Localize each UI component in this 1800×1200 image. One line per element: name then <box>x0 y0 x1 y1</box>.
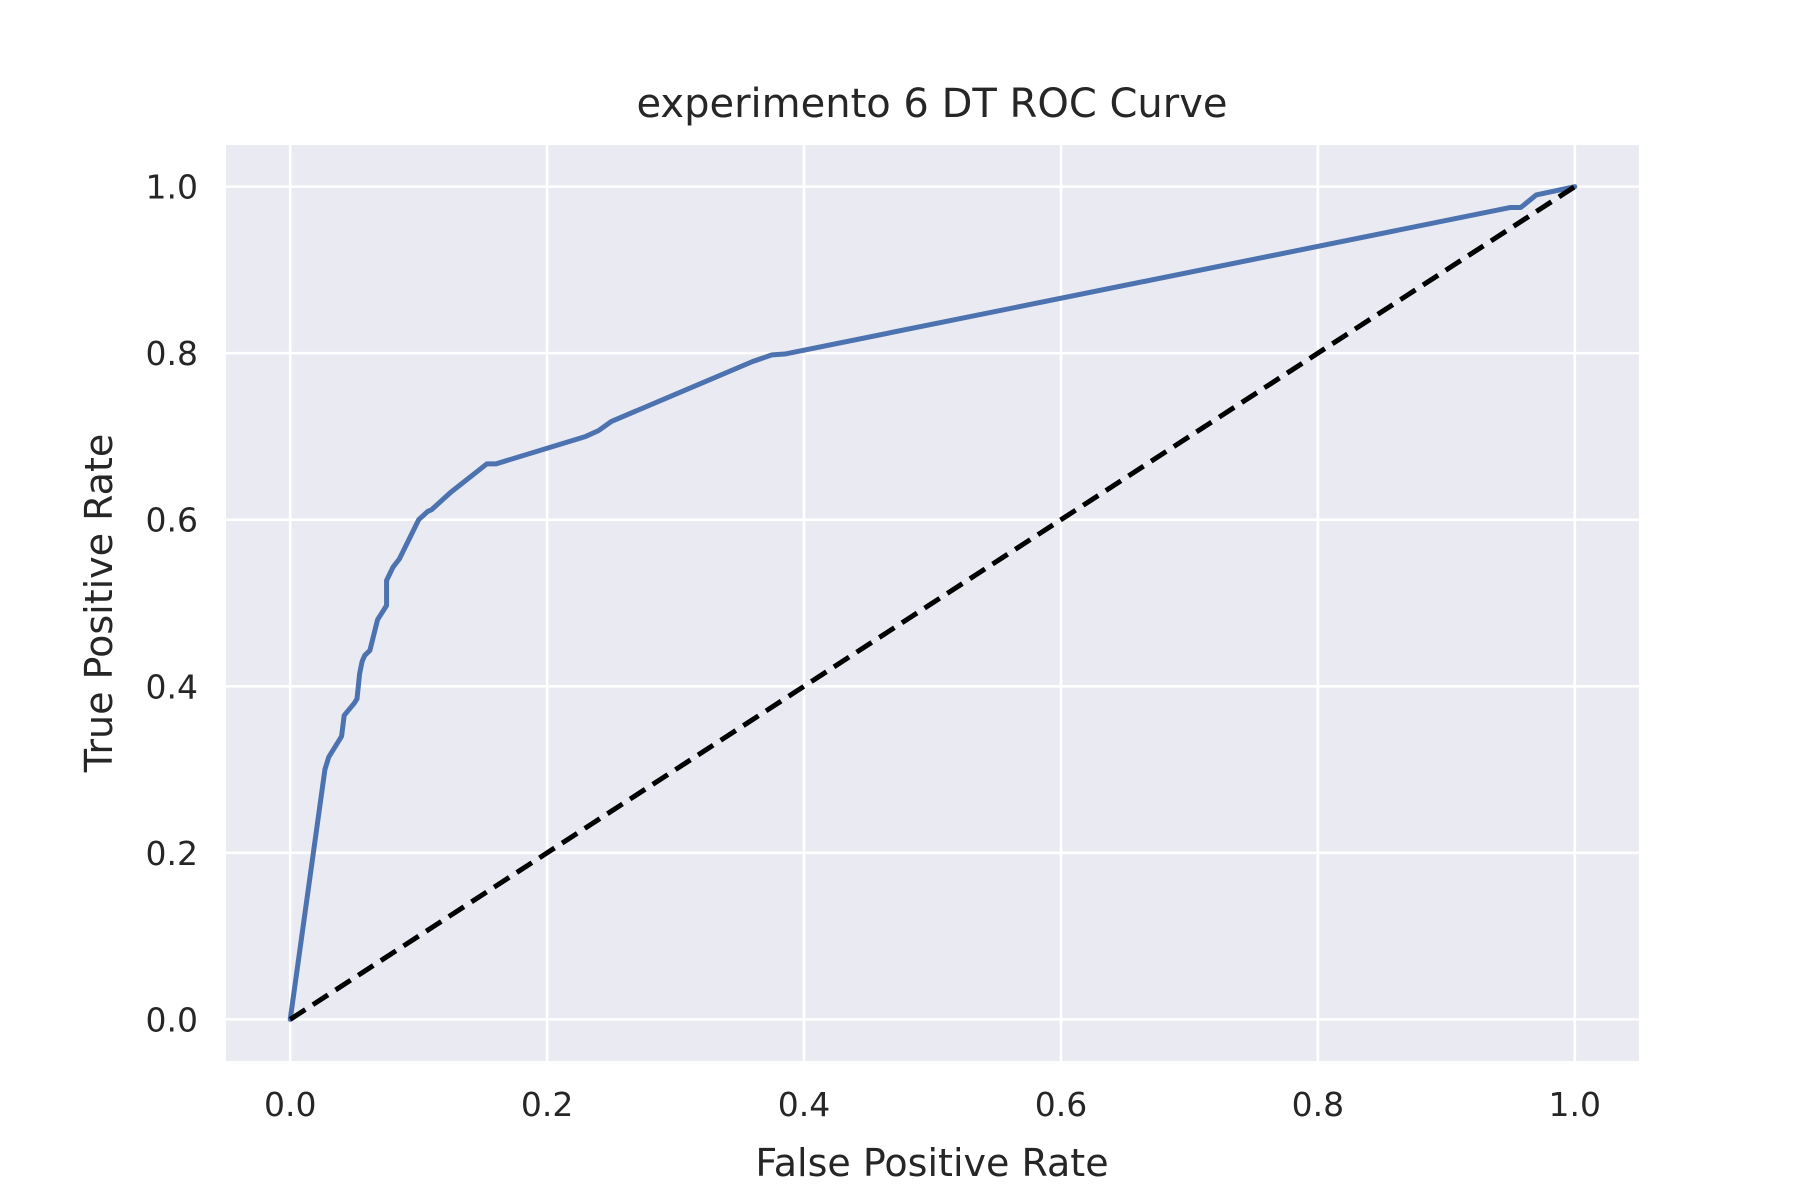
y-tick-label: 1.0 <box>146 168 198 207</box>
x-tick-label: 0.4 <box>778 1085 830 1124</box>
x-tick-label: 0.0 <box>264 1085 316 1124</box>
y-tick-label: 0.0 <box>146 1000 198 1039</box>
y-tick-labels: 0.0 0.2 0.4 0.6 0.8 1.0 <box>146 168 198 1040</box>
series-layer <box>287 184 1578 1022</box>
y-tick-label: 0.8 <box>146 334 198 373</box>
y-tick-label: 0.2 <box>146 834 198 873</box>
x-tick-label: 0.6 <box>1035 1085 1087 1124</box>
x-tick-label: 0.2 <box>521 1085 573 1124</box>
chart-title: experimento 6 DT ROC Curve <box>637 81 1228 127</box>
x-axis-label: False Positive Rate <box>755 1141 1108 1185</box>
x-tick-label: 1.0 <box>1549 1085 1601 1124</box>
y-tick-label: 0.4 <box>146 667 198 706</box>
random-classifier-line <box>288 184 1577 1022</box>
y-tick-label: 0.6 <box>146 501 198 540</box>
x-tick-labels: 0.0 0.2 0.4 0.6 0.8 1.0 <box>264 1085 1601 1124</box>
x-tick-label: 0.8 <box>1292 1085 1344 1124</box>
roc-curve-line <box>287 184 1578 1022</box>
y-axis-label: True Positive Rate <box>77 434 121 774</box>
grid-lines <box>226 145 1639 1061</box>
